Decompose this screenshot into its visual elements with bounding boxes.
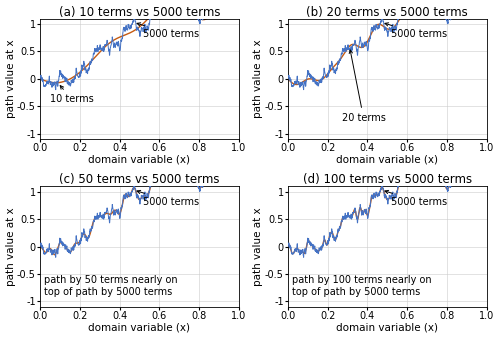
Text: path by 100 terms nearly on
top of path by 5000 terms: path by 100 terms nearly on top of path …: [292, 275, 432, 297]
Text: 5000 terms: 5000 terms: [385, 190, 448, 207]
Y-axis label: path value at x: path value at x: [6, 207, 16, 286]
X-axis label: domain variable (x): domain variable (x): [88, 322, 190, 333]
Title: (b) 20 terms vs 5000 terms: (b) 20 terms vs 5000 terms: [306, 5, 468, 19]
Y-axis label: path value at x: path value at x: [6, 40, 16, 118]
Text: path by 50 terms nearly on
top of path by 5000 terms: path by 50 terms nearly on top of path b…: [44, 275, 178, 297]
Title: (c) 50 terms vs 5000 terms: (c) 50 terms vs 5000 terms: [59, 173, 220, 186]
Text: 10 terms: 10 terms: [50, 86, 94, 104]
X-axis label: domain variable (x): domain variable (x): [336, 322, 438, 333]
Y-axis label: path value at x: path value at x: [254, 207, 264, 286]
Title: (a) 10 terms vs 5000 terms: (a) 10 terms vs 5000 terms: [58, 5, 220, 19]
Text: 5000 terms: 5000 terms: [385, 23, 448, 40]
Title: (d) 100 terms vs 5000 terms: (d) 100 terms vs 5000 terms: [303, 173, 472, 186]
Y-axis label: path value at x: path value at x: [254, 40, 264, 118]
Text: 5000 terms: 5000 terms: [137, 23, 200, 40]
Text: 5000 terms: 5000 terms: [137, 190, 200, 207]
X-axis label: domain variable (x): domain variable (x): [336, 155, 438, 165]
X-axis label: domain variable (x): domain variable (x): [88, 155, 190, 165]
Text: 20 terms: 20 terms: [342, 50, 386, 123]
